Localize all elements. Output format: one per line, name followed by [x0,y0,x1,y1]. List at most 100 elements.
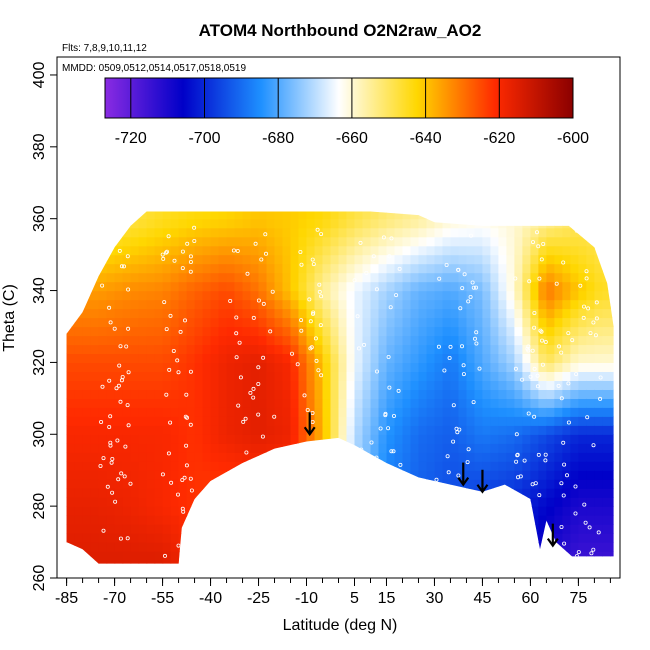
heatmap-cell [506,308,515,319]
heatmap-cell [355,201,364,211]
heatmap-cell [482,227,491,238]
heatmap-cell [106,299,116,310]
heatmap-cell [459,201,468,211]
heatmap-cell [554,371,563,381]
heatmap-cell [170,443,180,453]
heatmap-cell [346,353,356,363]
heatmap-cell [122,389,132,399]
heatmap-cell [106,245,116,256]
heatmap-cell [522,470,531,480]
heatmap-cell [514,497,523,507]
heatmap-cell [370,335,380,346]
heatmap-cell [562,317,571,328]
heatmap-cell [250,211,260,220]
heatmap-cell [242,353,252,363]
heatmap-cell [146,470,156,480]
heatmap-cell [338,245,348,256]
heatmap-cell [498,344,507,354]
heatmap-cell [370,398,380,408]
heatmap-cell [194,272,204,283]
x-axis: -85 -70 -55 -40 -25 -10 5 15 30 45 60 75 [55,578,611,607]
heatmap-cell [114,488,124,498]
heatmap-cell [346,389,356,399]
heatmap-cell [362,560,372,564]
heatmap-cell [426,371,436,381]
heatmap-cell [154,236,164,247]
heatmap-cell [234,425,244,435]
heatmap-cell [378,371,388,381]
heatmap-cell [66,497,76,507]
heatmap-cell [354,479,364,489]
heatmap-cell [418,245,428,256]
heatmap-cell [338,506,348,516]
heatmap-cell [530,416,539,426]
heatmap-cell [258,515,268,525]
heatmap-cell [186,533,196,543]
heatmap-cell [458,362,468,372]
heatmap-cell [138,263,148,274]
observation-point [594,300,599,305]
observation-point [228,518,233,523]
heatmap-cell [122,551,132,561]
heatmap-cell [418,290,428,301]
heatmap-cell [74,470,84,480]
heatmap-cell [586,389,595,399]
heatmap-cell [258,344,268,354]
heatmap-cell [250,497,260,507]
heatmap-cell [594,488,603,498]
heatmap-cell [106,416,116,426]
heatmap-cell [138,434,148,444]
heatmap-cell [66,263,68,274]
heatmap-cell [458,299,468,310]
heatmap-cell [266,254,276,265]
x-tick-label: -10 [295,590,318,607]
observation-point [394,539,399,544]
heatmap-cell [538,524,547,534]
heatmap-cell [250,560,260,564]
heatmap-cell [610,326,614,337]
heatmap-cell [466,272,476,283]
heatmap-cell [162,416,172,426]
heatmap-cell [226,353,236,363]
heatmap-cell [338,416,348,426]
heatmap-cell [258,434,268,444]
heatmap-cell [570,452,579,462]
heatmap-cell [74,254,84,265]
heatmap-cell [442,263,452,274]
heatmap-cell [242,551,252,561]
heatmap-cell [450,371,460,381]
heatmap-cell [386,452,396,462]
heatmap-cell [346,443,356,453]
heatmap-cell [98,218,108,229]
heatmap-cell [458,542,468,552]
heatmap-cell [306,398,316,408]
heatmap-cell [130,479,140,489]
heatmap-cell [242,497,252,507]
observation-point [294,515,299,520]
heatmap-cell [330,362,340,372]
observation-point [445,454,450,459]
heatmap-cell [218,497,228,507]
heatmap-cell [258,560,268,564]
heatmap-cell [99,201,108,211]
observation-point [460,286,465,291]
heatmap-cell [322,452,332,462]
heatmap-cell [482,245,491,256]
heatmap-cell [426,380,436,390]
observation-point [96,250,101,255]
heatmap-cell [234,551,244,561]
heatmap-cell [506,542,515,552]
heatmap-cell [346,488,356,498]
heatmap-cell [394,398,404,408]
heatmap-cell [170,211,180,220]
heatmap-cell [602,533,611,543]
heatmap-cell [154,425,164,435]
heatmap-cell [98,272,108,283]
heatmap-cell [562,497,571,507]
heatmap-cell [306,236,316,247]
heatmap-cell [506,407,515,417]
heatmap-cell [578,560,587,564]
heatmap-cell [466,470,476,480]
heatmap-cell [554,452,563,462]
heatmap-cell [274,362,284,372]
